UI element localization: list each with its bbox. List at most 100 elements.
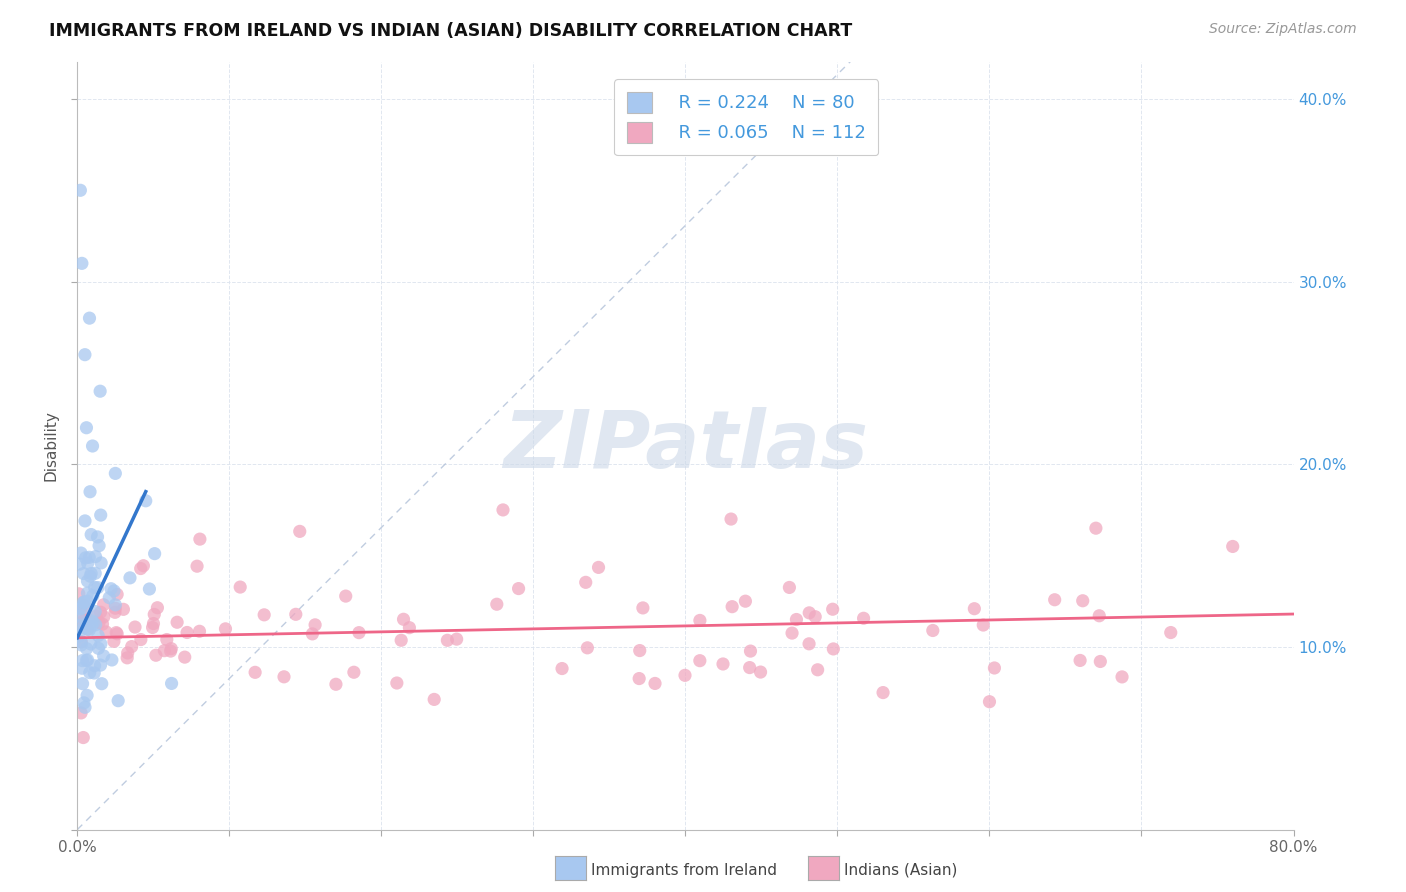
Point <box>176 625 198 640</box>
Point <box>325 677 347 691</box>
Point <box>69 557 91 571</box>
Point <box>720 512 742 526</box>
Point <box>711 657 734 671</box>
Point <box>132 558 155 573</box>
Point <box>160 641 183 656</box>
Point <box>70 606 93 620</box>
Point <box>75 421 97 435</box>
Point <box>90 556 112 570</box>
Point <box>104 598 127 612</box>
Point <box>67 609 90 624</box>
Point <box>72 731 94 745</box>
Point <box>446 632 468 647</box>
Point <box>284 607 307 622</box>
Point <box>214 622 236 636</box>
Point <box>94 624 117 639</box>
Point <box>301 627 323 641</box>
Point <box>76 623 98 637</box>
Point <box>79 623 101 637</box>
Point <box>100 582 122 596</box>
Point <box>90 676 112 690</box>
Point <box>104 605 127 619</box>
Point <box>1084 521 1107 535</box>
Point <box>173 650 195 665</box>
Point <box>70 635 93 649</box>
Point <box>673 668 696 682</box>
Point <box>385 676 408 690</box>
Point <box>1160 625 1182 640</box>
Point <box>73 595 96 609</box>
Point <box>73 614 96 628</box>
Point <box>76 594 98 608</box>
Point <box>1222 540 1244 554</box>
Text: IMMIGRANTS FROM IRELAND VS INDIAN (ASIAN) DISABILITY CORRELATION CHART: IMMIGRANTS FROM IRELAND VS INDIAN (ASIAN… <box>49 22 852 40</box>
Point <box>118 571 141 585</box>
Point <box>89 658 111 673</box>
Point <box>749 665 772 679</box>
Point <box>91 617 114 632</box>
Point <box>508 582 530 596</box>
Point <box>551 661 574 675</box>
Point <box>84 549 107 564</box>
Point <box>628 672 651 686</box>
Point <box>87 629 110 643</box>
Point <box>76 622 98 636</box>
Point <box>972 618 994 632</box>
Point <box>778 581 800 595</box>
Point <box>821 602 844 616</box>
Y-axis label: Disability: Disability <box>44 410 59 482</box>
Point <box>738 660 761 674</box>
Point <box>389 633 412 648</box>
Point <box>67 618 90 632</box>
Point <box>117 646 139 660</box>
Point <box>79 550 101 565</box>
Point <box>73 700 96 714</box>
Point <box>80 637 103 651</box>
Point <box>70 601 93 615</box>
Point <box>423 692 446 706</box>
Point <box>823 641 845 656</box>
Point <box>83 658 105 673</box>
Point <box>243 665 266 680</box>
Point <box>253 607 276 622</box>
Point <box>98 591 121 605</box>
Point <box>229 580 252 594</box>
Point <box>288 524 311 539</box>
Point <box>121 640 143 654</box>
Point <box>129 561 152 575</box>
Point <box>153 643 176 657</box>
Point <box>146 600 169 615</box>
Point <box>142 620 165 634</box>
Point <box>80 618 103 632</box>
Point <box>84 617 107 632</box>
Point <box>921 624 943 638</box>
Point <box>73 514 96 528</box>
Point <box>492 503 515 517</box>
Point <box>575 575 598 590</box>
Point <box>1071 593 1094 607</box>
Point <box>115 650 138 665</box>
Point <box>852 611 875 625</box>
Point <box>83 665 105 680</box>
Point <box>76 653 98 667</box>
Point <box>73 348 96 362</box>
Point <box>105 587 128 601</box>
Point <box>76 689 98 703</box>
Point <box>797 637 820 651</box>
Point <box>129 632 152 647</box>
Point <box>963 601 986 615</box>
Point <box>90 637 112 651</box>
Point <box>87 539 110 553</box>
Point <box>631 601 654 615</box>
Point <box>93 648 115 663</box>
Point <box>124 620 146 634</box>
Point <box>105 627 128 641</box>
Point <box>82 439 104 453</box>
Point <box>186 559 208 574</box>
Point <box>87 641 110 656</box>
Point <box>90 508 112 522</box>
Point <box>70 635 93 649</box>
Point <box>73 696 96 710</box>
Point <box>76 641 98 656</box>
Point <box>1069 653 1091 667</box>
